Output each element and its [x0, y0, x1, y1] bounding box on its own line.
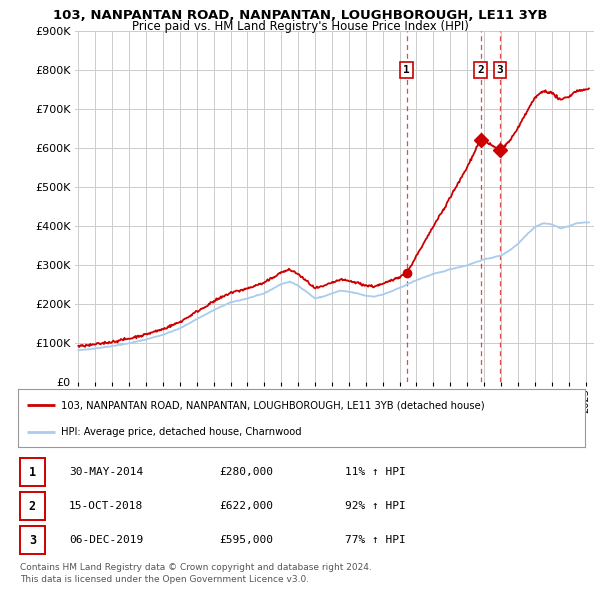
Text: £595,000: £595,000 [219, 535, 273, 545]
Text: 92% ↑ HPI: 92% ↑ HPI [345, 501, 406, 511]
Text: 3: 3 [496, 65, 503, 76]
Text: 06-DEC-2019: 06-DEC-2019 [69, 535, 143, 545]
Text: 1: 1 [29, 466, 36, 478]
Text: 77% ↑ HPI: 77% ↑ HPI [345, 535, 406, 545]
Text: £622,000: £622,000 [219, 501, 273, 511]
Text: HPI: Average price, detached house, Charnwood: HPI: Average price, detached house, Char… [61, 427, 301, 437]
Text: Contains HM Land Registry data © Crown copyright and database right 2024.: Contains HM Land Registry data © Crown c… [20, 563, 371, 572]
Text: 2: 2 [29, 500, 36, 513]
Text: 2: 2 [477, 65, 484, 76]
Text: 103, NANPANTAN ROAD, NANPANTAN, LOUGHBOROUGH, LE11 3YB (detached house): 103, NANPANTAN ROAD, NANPANTAN, LOUGHBOR… [61, 400, 484, 410]
Text: £280,000: £280,000 [219, 467, 273, 477]
Text: 30-MAY-2014: 30-MAY-2014 [69, 467, 143, 477]
Text: 11% ↑ HPI: 11% ↑ HPI [345, 467, 406, 477]
Text: This data is licensed under the Open Government Licence v3.0.: This data is licensed under the Open Gov… [20, 575, 309, 584]
Text: 3: 3 [29, 533, 36, 546]
Text: 103, NANPANTAN ROAD, NANPANTAN, LOUGHBOROUGH, LE11 3YB: 103, NANPANTAN ROAD, NANPANTAN, LOUGHBOR… [53, 9, 547, 22]
Text: 1: 1 [403, 65, 410, 76]
Text: Price paid vs. HM Land Registry's House Price Index (HPI): Price paid vs. HM Land Registry's House … [131, 20, 469, 33]
Text: 15-OCT-2018: 15-OCT-2018 [69, 501, 143, 511]
